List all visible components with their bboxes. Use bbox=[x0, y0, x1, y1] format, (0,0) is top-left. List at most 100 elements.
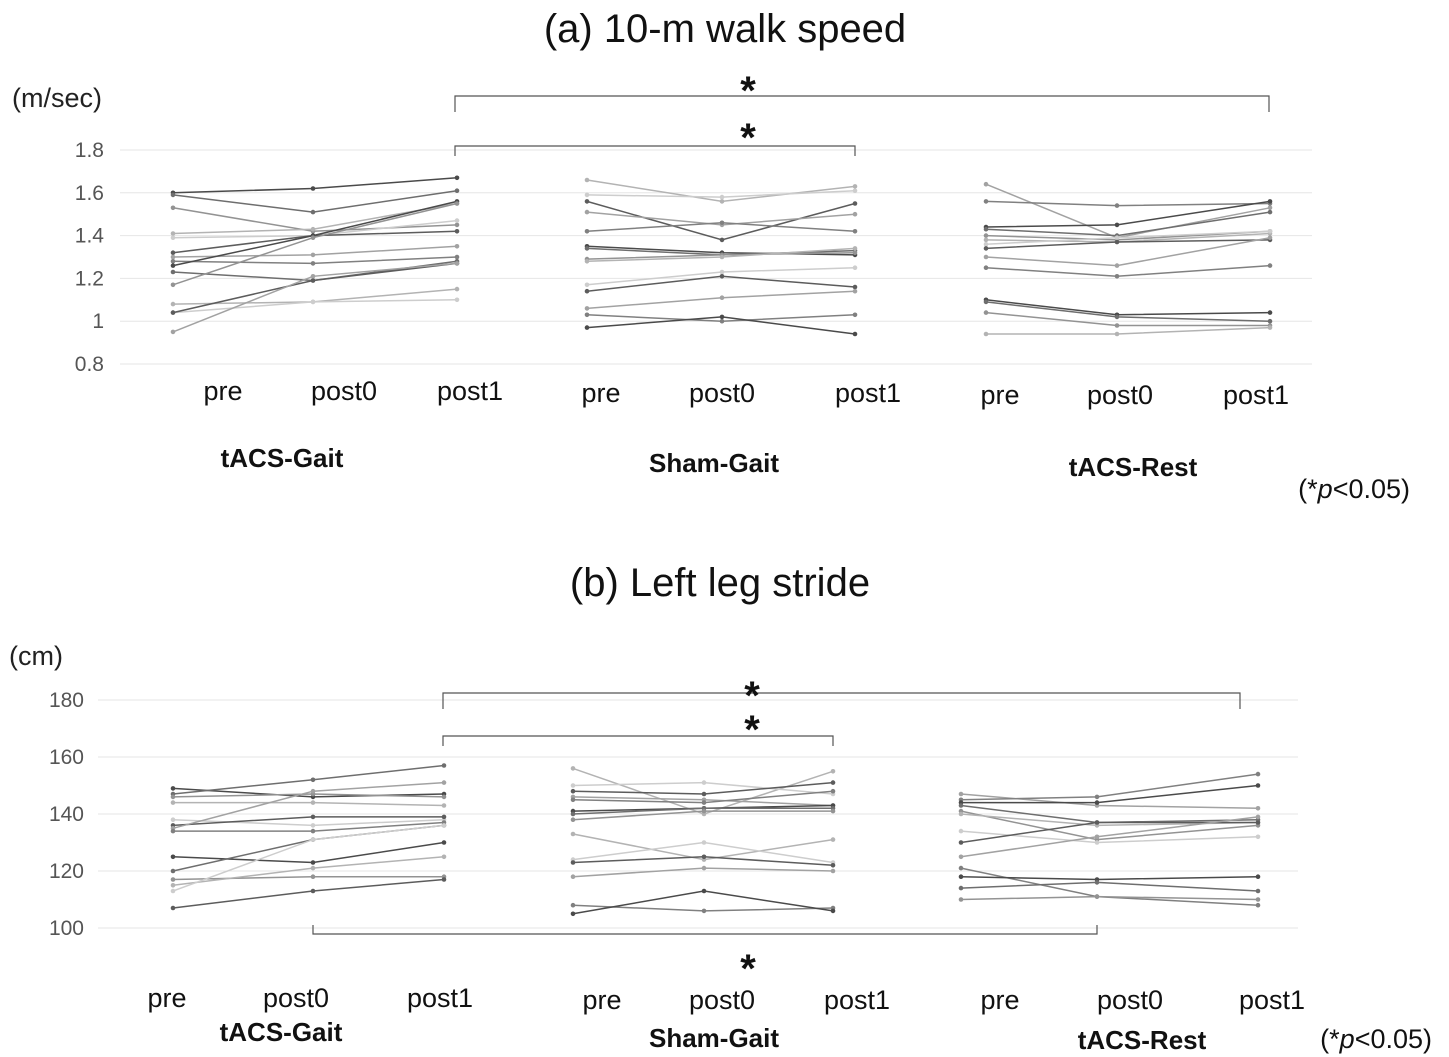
subject-point bbox=[830, 769, 836, 774]
panel-a-significance-note: (*p<0.05) bbox=[1298, 474, 1410, 504]
significance-bracket bbox=[454, 145, 856, 156]
subject-line bbox=[173, 801, 445, 807]
subject-point bbox=[584, 312, 590, 318]
subject-point bbox=[852, 184, 858, 189]
subject-point bbox=[170, 301, 176, 307]
subject-point bbox=[310, 814, 316, 820]
subject-point bbox=[570, 766, 576, 771]
subject-line bbox=[960, 895, 1259, 901]
subject-point bbox=[719, 199, 725, 204]
subject-point bbox=[454, 244, 460, 249]
subject-point bbox=[983, 241, 989, 247]
y-tick-label: 1.6 bbox=[75, 182, 104, 205]
subject-point bbox=[310, 865, 316, 871]
subject-line bbox=[172, 764, 445, 795]
subject-point bbox=[570, 797, 576, 803]
subject-point bbox=[170, 310, 176, 315]
subject-point bbox=[584, 259, 590, 264]
subject-point bbox=[310, 837, 316, 842]
subject-point bbox=[719, 220, 725, 226]
panel-b-title: (b) Left leg stride bbox=[570, 561, 870, 605]
y-tick-label: 160 bbox=[49, 746, 84, 769]
subject-point bbox=[570, 783, 576, 788]
subject-point bbox=[570, 817, 576, 822]
significance-bracket bbox=[454, 95, 1270, 112]
x-tick-label: post0 bbox=[1087, 380, 1153, 410]
subject-point bbox=[830, 863, 836, 868]
subject-point bbox=[1255, 806, 1261, 811]
subject-line bbox=[985, 264, 1271, 278]
subject-point bbox=[570, 831, 576, 837]
subject-point bbox=[454, 229, 460, 234]
subject-point bbox=[701, 854, 707, 860]
panel-b-group-labels: tACS-Gait Sham-Gait tACS-Rest bbox=[220, 1017, 1207, 1055]
subject-point bbox=[170, 877, 176, 882]
subject-point bbox=[170, 282, 176, 288]
panel-a-group-labels: tACS-Gait Sham-Gait tACS-Rest bbox=[221, 443, 1198, 482]
subject-point bbox=[454, 297, 460, 303]
subject-point bbox=[958, 854, 964, 860]
x-tick-label: post1 bbox=[1239, 985, 1305, 1015]
subject-point bbox=[570, 902, 576, 908]
subject-point bbox=[441, 840, 447, 845]
subject-point bbox=[958, 803, 964, 808]
subject-point bbox=[1255, 820, 1261, 825]
group-label: tACS-Gait bbox=[221, 443, 344, 473]
x-tick-label: post0 bbox=[689, 378, 755, 408]
subject-point bbox=[454, 188, 460, 193]
subject-point bbox=[852, 229, 858, 234]
subject-point bbox=[310, 209, 316, 215]
subject-point bbox=[170, 794, 176, 800]
subject-point bbox=[310, 777, 316, 783]
subject-point bbox=[584, 246, 590, 251]
x-tick-label: pre bbox=[203, 376, 242, 406]
subject-point bbox=[1255, 902, 1261, 908]
x-tick-label: post0 bbox=[263, 983, 329, 1013]
y-tick-label: 1.4 bbox=[75, 225, 105, 248]
subject-point bbox=[701, 840, 707, 845]
y-tick-label: 1.8 bbox=[75, 139, 104, 162]
subject-point bbox=[719, 274, 725, 279]
subject-point bbox=[1267, 235, 1273, 240]
panel-b-significance-note: (*p<0.05) bbox=[1320, 1024, 1432, 1054]
subject-point bbox=[310, 274, 316, 279]
subject-point bbox=[454, 175, 460, 181]
subject-point bbox=[584, 192, 590, 198]
subject-point bbox=[310, 823, 316, 828]
x-tick-label: post0 bbox=[311, 376, 377, 406]
subject-point bbox=[1267, 205, 1273, 211]
subject-point bbox=[310, 299, 316, 305]
subject-point bbox=[310, 828, 316, 834]
subject-point bbox=[852, 288, 858, 294]
significance-bracket bbox=[442, 735, 834, 746]
subject-point bbox=[170, 192, 176, 198]
subject-point bbox=[958, 897, 964, 902]
subject-line bbox=[172, 189, 458, 213]
subject-point bbox=[1114, 331, 1120, 337]
subject-point bbox=[1255, 834, 1261, 840]
x-tick-label: post1 bbox=[407, 983, 473, 1013]
x-tick-label: pre bbox=[582, 985, 621, 1015]
y-tick-label: 100 bbox=[49, 917, 84, 940]
subject-point bbox=[454, 254, 460, 260]
subject-point bbox=[958, 840, 964, 845]
subject-point bbox=[310, 888, 316, 894]
subject-point bbox=[830, 788, 836, 794]
subject-point bbox=[570, 874, 576, 879]
subject-point bbox=[310, 278, 316, 283]
significance-star: * bbox=[740, 69, 756, 113]
subject-point bbox=[719, 295, 725, 301]
subject-point bbox=[441, 780, 447, 785]
subject-point bbox=[983, 331, 989, 337]
subject-point bbox=[170, 205, 176, 211]
subject-point bbox=[852, 250, 858, 255]
subject-point bbox=[1267, 263, 1273, 268]
subject-line bbox=[960, 773, 1259, 801]
subject-point bbox=[170, 828, 176, 834]
subject-point bbox=[830, 908, 836, 914]
group-label: tACS-Rest bbox=[1069, 452, 1198, 482]
subject-line bbox=[985, 183, 1271, 239]
subject-point bbox=[441, 854, 447, 860]
subject-point bbox=[983, 254, 989, 260]
subject-point bbox=[719, 254, 725, 260]
